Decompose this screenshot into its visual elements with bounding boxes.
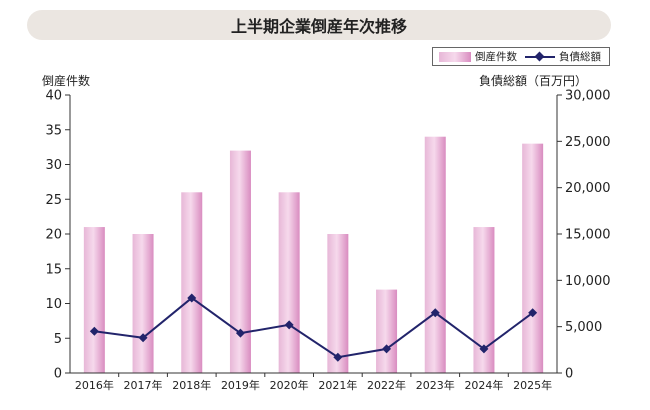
x-tick-label: 2023年 (416, 378, 455, 392)
y-left-tick-label: 20 (45, 228, 62, 243)
line-path (94, 296, 534, 359)
line-point (528, 308, 538, 318)
line-point (479, 344, 489, 354)
y-right-tick-label: 15,000 (565, 228, 611, 243)
legend-line-label: 負債総額 (559, 51, 601, 63)
line-point (187, 293, 197, 303)
x-tick-label: 2024年 (464, 378, 503, 392)
y-left-tick-label: 5 (54, 332, 62, 347)
y-right-tick-label: 10,000 (565, 274, 611, 289)
line-point (138, 333, 148, 343)
tick-labels: 0 5 10 15 20 25 30 35 40 0 5,000 10,000 15,000 20,000… (45, 89, 610, 393)
y-right-tick-label: 30,000 (565, 89, 611, 104)
x-tick-label: 2022年 (367, 378, 406, 392)
line-series (89, 293, 538, 362)
y-left-tick-label: 0 (54, 367, 62, 382)
line-point (430, 308, 440, 318)
y-axis-left-title: 倒産件数 (42, 74, 91, 88)
line-point (89, 326, 99, 336)
x-tick-label: 2020年 (270, 378, 309, 392)
y-left-tick-label: 35 (45, 123, 62, 138)
chart-title: 上半期企業倒産年次推移 (27, 10, 611, 40)
legend-bar-label: 倒産件数 (475, 51, 517, 63)
legend: 倒産件数 負債総額 (432, 47, 610, 66)
bar (473, 227, 495, 373)
y-left-tick-label: 15 (45, 262, 62, 277)
y-right-tick-label: 5,000 (565, 320, 602, 335)
line-point (235, 328, 245, 338)
y-axis-right-title: 負債総額（百万円） (479, 74, 588, 88)
x-tick-label: 2017年 (124, 378, 163, 392)
bar (376, 289, 398, 373)
y-left-tick-label: 30 (45, 158, 62, 173)
bar (424, 136, 446, 373)
y-left-tick-label: 10 (45, 297, 62, 312)
y-right-tick-label: 20,000 (565, 181, 611, 196)
x-tick-label: 2025年 (513, 378, 552, 392)
bar (132, 234, 154, 373)
line-point (284, 320, 294, 330)
x-tick-label: 2019年 (221, 378, 260, 392)
y-right-tick-label: 0 (565, 367, 573, 382)
bar (327, 234, 349, 373)
bar (278, 192, 300, 373)
bar-series (83, 136, 544, 373)
y-right-tick-label: 25,000 (565, 135, 611, 150)
axes (65, 94, 562, 377)
line-point (382, 344, 392, 354)
bar (522, 143, 544, 373)
legend-line-swatch (525, 52, 555, 62)
bar (83, 227, 105, 373)
legend-bar-swatch (439, 51, 471, 62)
bar (229, 150, 251, 373)
y-left-tick-label: 25 (45, 193, 62, 208)
line-point (333, 352, 343, 362)
x-tick-label: 2021年 (318, 378, 357, 392)
x-tick-label: 2018年 (172, 378, 211, 392)
x-tick-label: 2016年 (75, 378, 114, 392)
y-left-tick-label: 40 (45, 89, 62, 104)
bar (181, 192, 203, 373)
